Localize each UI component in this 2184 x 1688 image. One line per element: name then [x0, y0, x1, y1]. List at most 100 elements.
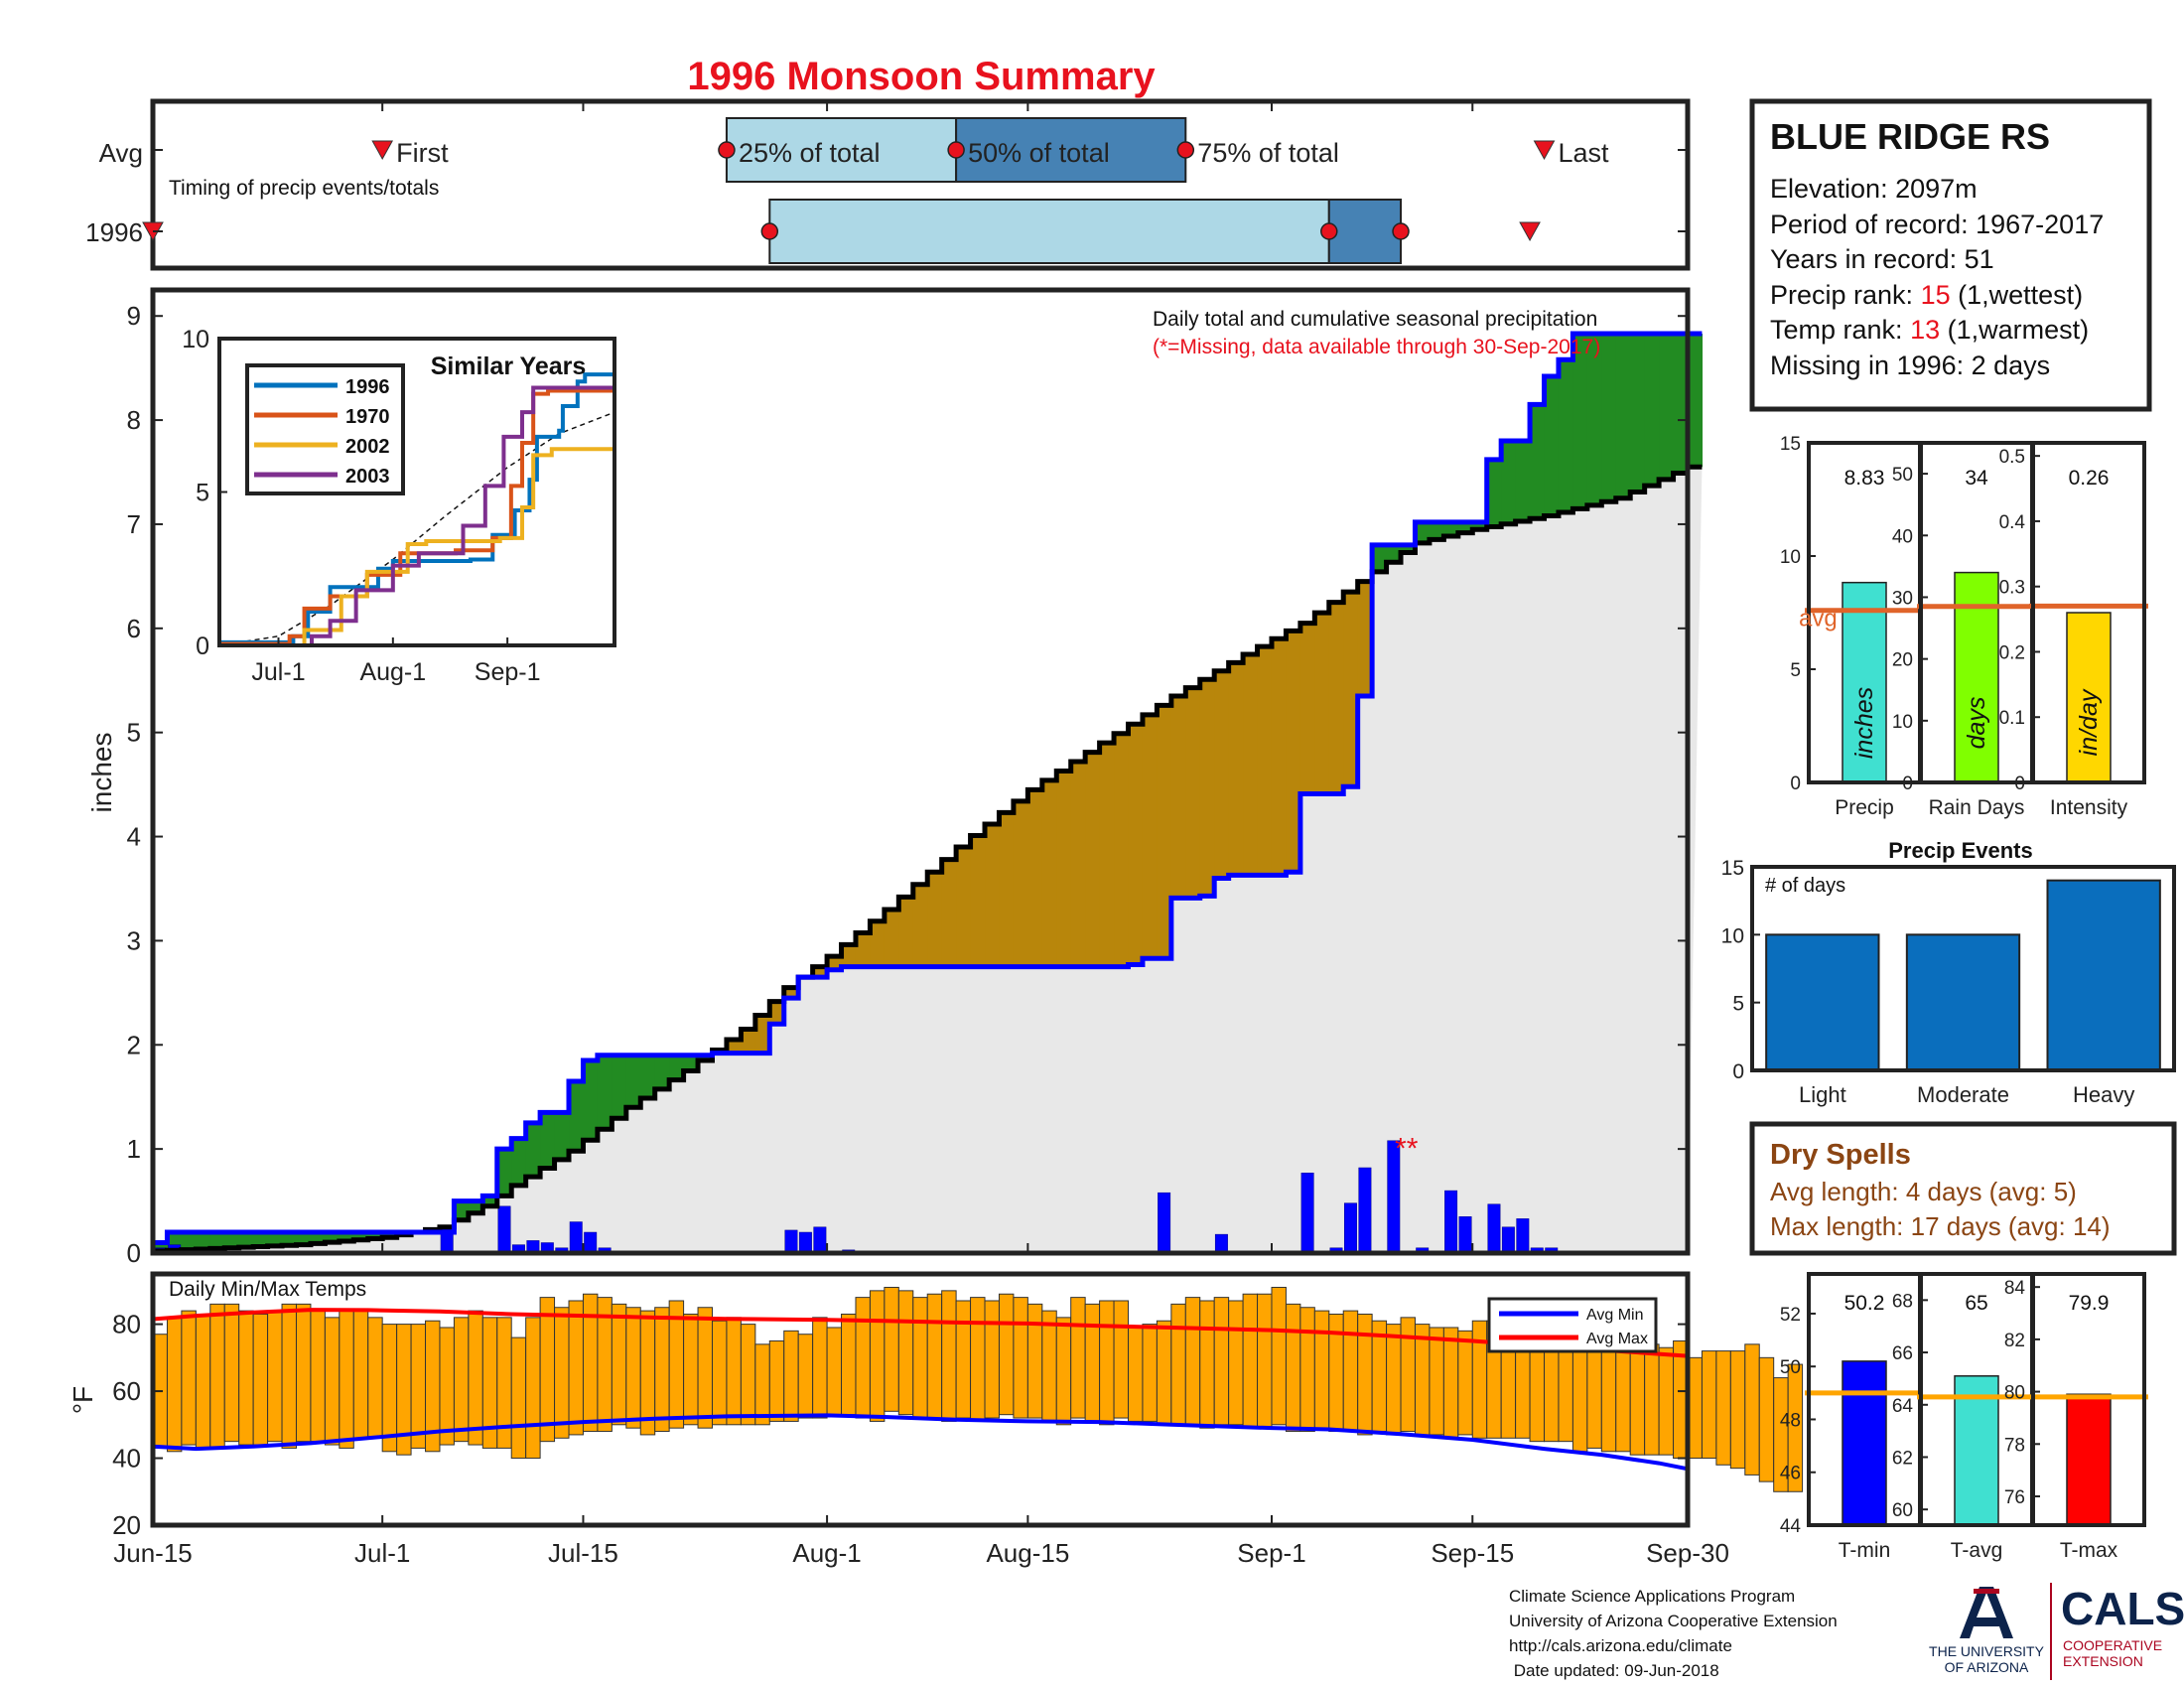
precip-events-category: Heavy — [2073, 1082, 2134, 1107]
daily-precip-bar — [1444, 1190, 1458, 1254]
temp-day-bar — [711, 1320, 728, 1426]
daily-precip-bar — [1458, 1216, 1472, 1254]
above-avg-fill — [540, 1112, 556, 1169]
temp-day-bar — [783, 1330, 799, 1422]
above-avg-fill — [1372, 544, 1388, 572]
below-avg-fill — [1357, 581, 1373, 696]
main-ytick-label: 5 — [127, 718, 141, 748]
below-avg-fill — [898, 897, 914, 967]
precip-events-ytick-label: 15 — [1721, 857, 1744, 880]
inset-legend-label: 1970 — [345, 406, 390, 428]
above-avg-fill — [382, 1232, 398, 1238]
temp-day-bar — [740, 1324, 756, 1426]
main-ytick-label: 7 — [127, 509, 141, 539]
below-avg-fill — [783, 987, 799, 999]
summary-panel-precip: 8.83 inches Precip avg 0 5 10 15 — [1780, 434, 1924, 819]
temp-summary-tmax: 79.9 T-max 76 78 80 82 84 — [2004, 1272, 2148, 1562]
raindays-ytick-label: 0 — [1902, 774, 1913, 794]
above-avg-fill — [1659, 334, 1675, 480]
station-period: Period of record: 1967-2017 — [1770, 210, 2104, 239]
temp-day-bar — [1213, 1297, 1230, 1426]
footer-line1: Climate Science Applications Program — [1509, 1587, 1795, 1606]
timing-avg-label: Avg — [99, 138, 143, 168]
temp-day-bar — [439, 1327, 455, 1446]
temp-day-bar — [166, 1317, 183, 1453]
below-avg-fill — [1128, 724, 1144, 965]
temp-day-bar — [1313, 1310, 1330, 1429]
above-avg-fill — [1572, 334, 1588, 509]
precip-label: Precip — [1835, 796, 1894, 819]
temp-day-bar — [281, 1303, 297, 1449]
temp-day-bar — [1701, 1350, 1717, 1460]
year-p25-marker — [760, 222, 779, 240]
main-cum-lines — [153, 331, 1703, 1254]
temp-day-bar — [1199, 1300, 1215, 1429]
timing-first-label: First — [396, 138, 449, 168]
tmin-ytick-label: 48 — [1780, 1410, 1801, 1431]
main-ytick-label: 6 — [127, 614, 141, 643]
figure-title: 1996 Monsoon Summary — [687, 55, 1156, 98]
tavg-ytick-label: 66 — [1892, 1343, 1913, 1364]
below-avg-fill — [1041, 779, 1057, 967]
ua-line1: THE UNIVERSITY — [1929, 1643, 2045, 1659]
inset-y-axis: 0 5 10 — [182, 326, 227, 660]
dry-spells-avg: Avg length: 4 days (avg: 5) — [1770, 1177, 2077, 1206]
tavg-ytick-label: 64 — [1892, 1396, 1914, 1417]
above-avg-fill — [153, 1242, 169, 1251]
below-avg-fill — [1343, 592, 1359, 787]
tavg-ytick-label: 62 — [1892, 1448, 1913, 1469]
tmax-ytick-label: 82 — [2004, 1331, 2025, 1351]
temp-day-bar — [1744, 1343, 1760, 1476]
timing-year-label: 1996 — [85, 217, 143, 247]
tmax-ytick-label: 84 — [2004, 1278, 2026, 1299]
below-avg-fill — [726, 1040, 742, 1054]
above-avg-fill — [496, 1149, 512, 1196]
intensity-frame — [2031, 441, 2146, 784]
above-avg-fill — [209, 1232, 225, 1249]
temp-day-bar — [1242, 1293, 1259, 1429]
above-avg-fill — [482, 1196, 498, 1206]
temp-day-bar — [1285, 1303, 1301, 1433]
year-p75-marker — [1392, 222, 1410, 240]
precip-events-bar — [1905, 933, 2021, 1071]
inset-series-2002 — [219, 447, 614, 647]
below-avg-fill — [1214, 670, 1230, 879]
temp-day-bar — [1357, 1313, 1373, 1436]
year-cum-line — [153, 331, 1703, 1246]
avg-first-marker — [371, 140, 394, 161]
below-avg-fill — [855, 932, 872, 967]
temp-day-bar — [410, 1324, 427, 1449]
above-avg-fill — [669, 1055, 685, 1080]
below-avg-fill — [1199, 679, 1215, 897]
above-avg-fill — [367, 1232, 383, 1239]
above-avg-fill — [1472, 521, 1488, 530]
above-avg-fill — [238, 1232, 254, 1248]
ua-block-a-icon — [1960, 1587, 2013, 1638]
temp-day-bar — [1099, 1300, 1115, 1426]
temp-day-bar — [324, 1317, 341, 1446]
main-ytick-label: 4 — [127, 822, 141, 852]
station-name: BLUE RIDGE RS — [1770, 116, 2050, 157]
temp-day-bar — [295, 1303, 312, 1443]
tmin-ytick-label: 50 — [1780, 1357, 1801, 1378]
temp-avg-max-line — [152, 1308, 1689, 1358]
inset-title: Similar Years — [431, 352, 587, 380]
temp-day-bar — [252, 1313, 269, 1446]
below-avg-fill — [999, 812, 1015, 967]
inset-xtick-label: Sep-1 — [475, 658, 541, 686]
below-avg-fill — [912, 884, 928, 967]
precip-events-frame — [1750, 865, 2176, 1072]
main-ytick-label: 3 — [127, 925, 141, 955]
precip-ytick-label: 5 — [1790, 660, 1801, 681]
temp-day-bar — [1142, 1324, 1158, 1422]
temp-day-bar — [352, 1310, 369, 1439]
temp-day-bar — [984, 1300, 1000, 1419]
inset-legend: 1996 1970 2002 2003 — [245, 363, 405, 495]
below-avg-fill — [884, 909, 899, 967]
date-tick-label: Jul-15 — [548, 1538, 618, 1568]
temp-day-bar — [181, 1310, 197, 1446]
temp-day-bar — [884, 1286, 899, 1412]
precip-events-ytick-label: 5 — [1732, 993, 1744, 1016]
temp-avg-lines — [152, 1308, 1689, 1472]
